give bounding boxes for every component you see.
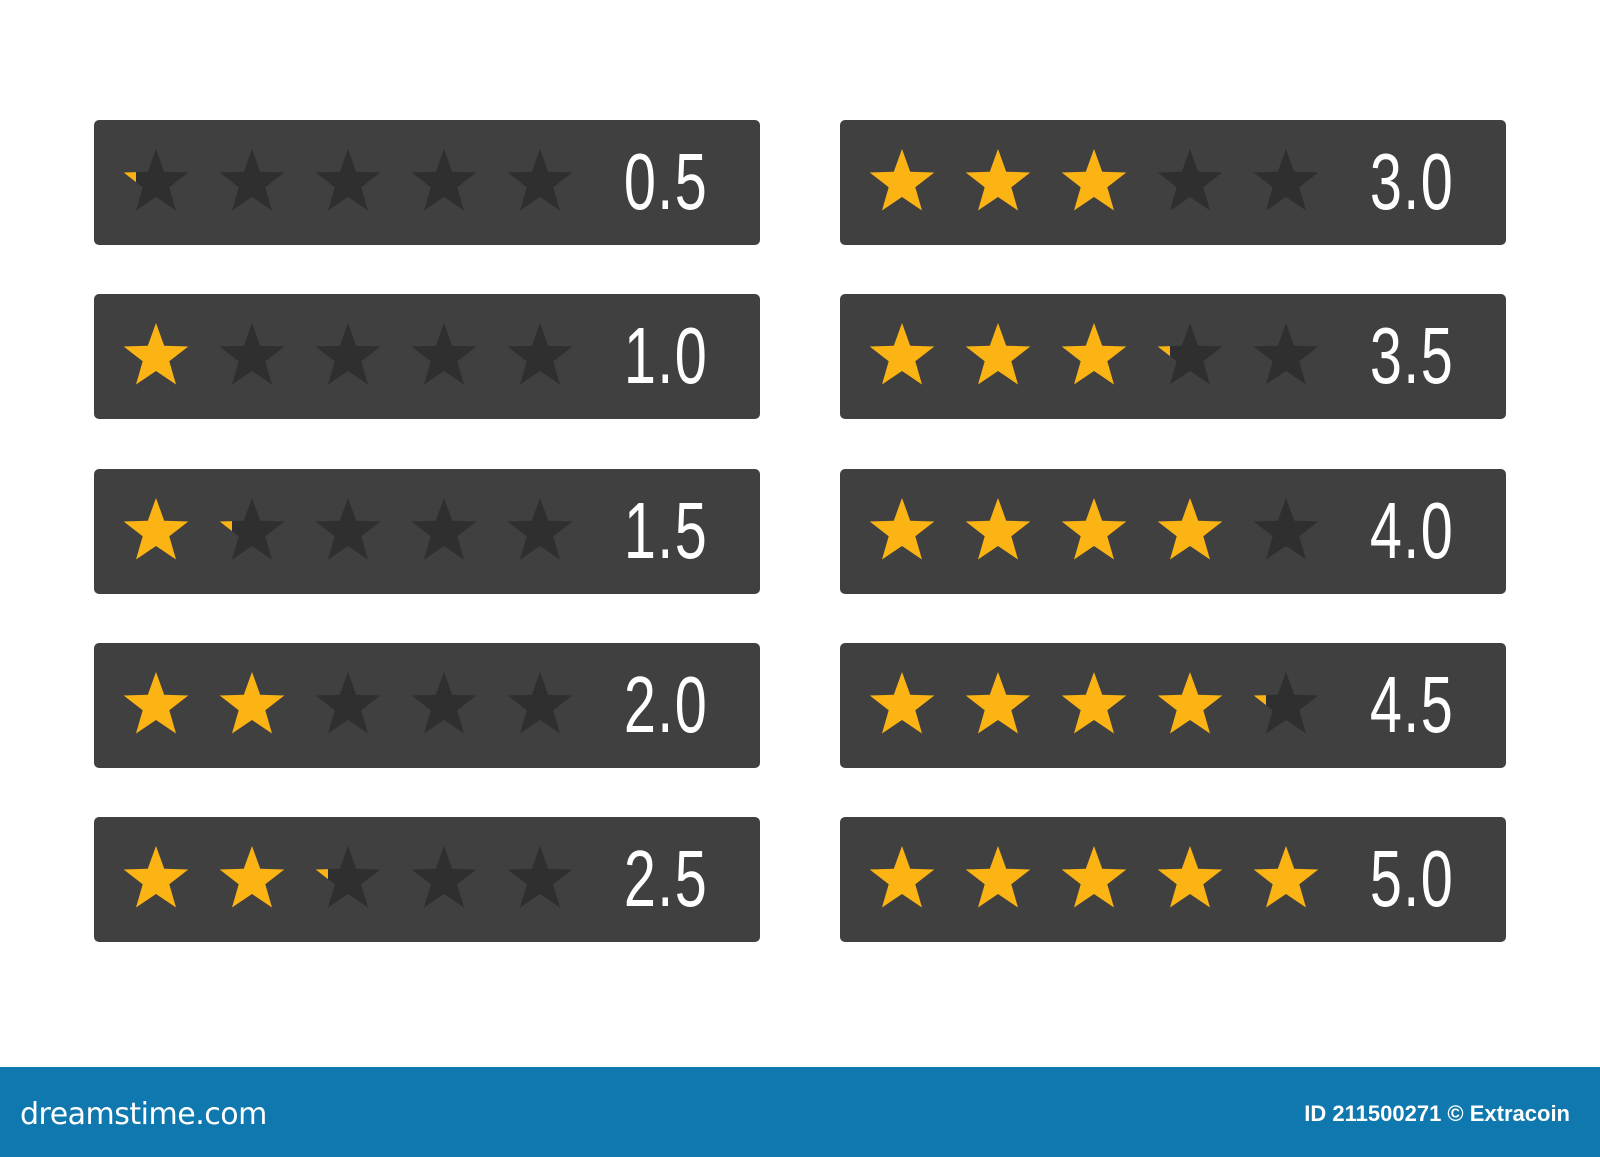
star-rating [869,846,1319,908]
star-filled-icon [1157,497,1223,560]
star-empty-icon [411,671,477,734]
star-filled-icon [1061,149,1127,211]
star-filled-icon [123,671,189,734]
star-rating [123,671,573,734]
rating-panel: 4.0 [840,468,1506,594]
star-empty-icon [315,497,381,560]
brand-logo: dreamstime.com [20,1097,267,1132]
rating-value: 3.0 [1369,137,1454,226]
star-rating [123,323,573,385]
rating-value: 4.0 [1369,485,1454,575]
rating-panel: 1.0 [94,294,760,420]
star-half-icon [1157,323,1223,385]
star-rating [869,323,1319,385]
star-filled-icon [869,149,935,211]
star-filled-icon [219,671,285,734]
rating-value: 4.5 [1369,659,1454,749]
star-filled-icon [1061,671,1127,734]
star-filled-icon [965,671,1031,734]
star-filled-icon [1157,671,1223,734]
star-filled-icon [123,497,189,560]
star-filled-icon [123,846,189,908]
rating-panel: 3.5 [840,294,1506,420]
star-empty-icon [411,323,477,385]
star-filled-icon [869,497,935,560]
star-empty-icon [315,671,381,734]
star-filled-icon [1061,323,1127,385]
rating-panel: 0.5 [94,120,760,245]
star-filled-icon [219,846,285,908]
star-filled-icon [965,323,1031,385]
star-empty-icon [219,323,285,385]
star-filled-icon [123,323,189,385]
star-empty-icon [315,323,381,385]
rating-value: 2.0 [623,659,708,749]
star-rating [123,149,573,211]
rating-panel: 2.0 [94,642,760,768]
star-rating [123,846,573,908]
star-empty-icon [507,323,573,385]
rating-panel: 1.5 [94,468,760,594]
star-half-icon [1253,671,1319,734]
star-filled-icon [965,497,1031,560]
rating-value: 2.5 [623,834,708,924]
star-filled-icon [1061,846,1127,908]
star-filled-icon [869,846,935,908]
rating-value: 3.5 [1369,311,1454,401]
star-empty-icon [507,846,573,908]
star-filled-icon [1061,497,1127,560]
star-empty-icon [219,149,285,211]
star-empty-icon [507,671,573,734]
rating-value: 1.0 [623,311,708,401]
star-filled-icon [965,149,1031,211]
star-half-icon [123,149,189,211]
rating-value: 5.0 [1369,834,1454,924]
rating-panel: 4.5 [840,642,1506,768]
star-filled-icon [1157,846,1223,908]
star-empty-icon [411,149,477,211]
star-empty-icon [1253,497,1319,560]
star-empty-icon [1157,149,1223,211]
rating-panel: 2.5 [94,817,760,943]
star-rating [869,497,1319,560]
star-empty-icon [411,846,477,908]
image-credit: ID 211500271 © Extracoin [1304,1101,1570,1126]
star-filled-icon [965,846,1031,908]
star-filled-icon [869,323,935,385]
star-rating [869,149,1319,211]
star-empty-icon [1253,149,1319,211]
star-empty-icon [315,149,381,211]
footer-bar: dreamstime.com ID 211500271 © Extracoin [0,1067,1600,1157]
star-empty-icon [507,149,573,211]
star-half-icon [219,497,285,560]
star-rating [869,671,1319,734]
rating-value: 1.5 [623,485,708,575]
star-filled-icon [869,671,935,734]
rating-panel: 3.0 [840,120,1506,245]
star-empty-icon [1253,323,1319,385]
star-empty-icon [507,497,573,560]
rating-value: 0.5 [623,137,708,226]
rating-panel: 5.0 [840,817,1506,943]
star-empty-icon [411,497,477,560]
star-rating [123,497,573,560]
star-filled-icon [1253,846,1319,908]
star-half-icon [315,846,381,908]
